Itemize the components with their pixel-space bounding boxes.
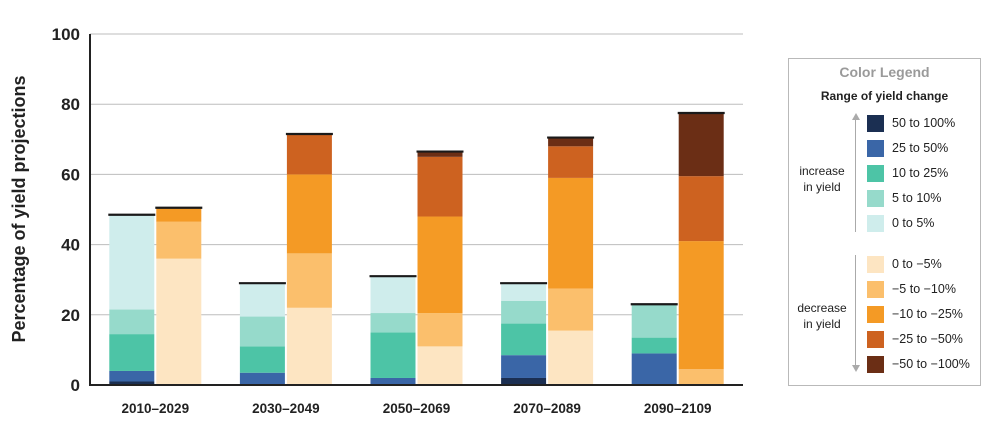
x-category-label: 2010–2029 — [122, 401, 190, 416]
y-tick-label: 20 — [61, 306, 80, 325]
bar-segment — [370, 332, 416, 378]
increase-arrow-line — [855, 119, 856, 232]
bar-segment — [156, 207, 202, 222]
legend-subtitle: Range of yield change — [820, 89, 949, 103]
x-category-labels: 2010–2029 2030–2049 2050–2069 2070–2089 2090… — [122, 401, 712, 416]
legend-item: −50 to −100% — [867, 355, 970, 373]
y-tick-label: 80 — [61, 95, 80, 114]
legend-swatch — [867, 189, 884, 207]
legend-item: 0 to 5% — [867, 214, 934, 232]
arrow-up-icon — [852, 113, 860, 120]
legend-label: 10 to 25% — [892, 166, 949, 180]
legend-label: 5 to 10% — [892, 191, 942, 205]
bar-segment — [239, 346, 285, 373]
bar-segment — [501, 355, 547, 378]
legend-swatch — [867, 114, 884, 132]
legend-swatch — [867, 305, 884, 323]
color-legend: Color Legend Range of yield change incre… — [788, 58, 981, 386]
legend-title: Color Legend — [839, 64, 930, 80]
bar-segment — [548, 288, 594, 331]
legend-label: 25 to 50% — [892, 141, 949, 155]
x-category-label: 2090–2109 — [644, 401, 712, 416]
arrow-down-icon — [852, 365, 860, 372]
legend-swatch — [867, 139, 884, 157]
bar-segment — [109, 381, 155, 385]
bar-segment — [370, 377, 416, 385]
legend-label: −25 to −50% — [892, 332, 963, 346]
yield-change-chart: 0 20 40 60 80 100 2010–2029 2030–2049 2050–2069… — [9, 25, 743, 416]
y-tick-label: 40 — [61, 236, 80, 255]
x-category-label: 2030–2049 — [252, 401, 320, 416]
bar-segment — [109, 334, 155, 371]
legend-item: −10 to −25% — [867, 305, 963, 323]
legend-item: −5 to −10% — [867, 280, 956, 298]
bar-segment — [109, 370, 155, 382]
bar-segment — [370, 313, 416, 333]
legend-swatch — [867, 355, 884, 373]
bar-segment — [678, 241, 724, 370]
bar-segment — [239, 372, 285, 385]
legend-label: 0 to −5% — [892, 257, 942, 271]
bar-segment — [501, 300, 547, 324]
bar-segment — [678, 369, 724, 385]
bar-segment — [239, 283, 285, 317]
bar-segment — [286, 307, 332, 385]
bar-segment — [678, 176, 724, 242]
legend-swatch — [867, 164, 884, 182]
axes — [89, 34, 743, 386]
legend-decrease-label: decrease in yield — [797, 301, 847, 331]
bar-segment — [239, 316, 285, 347]
bar-segment — [417, 216, 463, 314]
legend-item: 5 to 10% — [867, 189, 941, 207]
bar-segment — [501, 377, 547, 385]
bar-segment — [548, 177, 594, 289]
bar-segment — [286, 134, 332, 175]
bar-segment — [548, 330, 594, 385]
bar-segment — [417, 346, 463, 385]
legend-item: 10 to 25% — [867, 164, 948, 182]
legend-label: 0 to 5% — [892, 216, 935, 230]
bar-segment — [631, 353, 677, 385]
legend-item: 0 to −5% — [867, 255, 942, 273]
bar-segment — [417, 151, 463, 157]
legend-swatch — [867, 330, 884, 348]
legend-swatch — [867, 214, 884, 232]
bars — [108, 111, 725, 385]
legend-label: −10 to −25% — [892, 307, 963, 321]
bar-segment — [417, 313, 463, 347]
y-tick-label: 100 — [52, 25, 80, 44]
y-axis-label: Percentage of yield projections — [9, 75, 29, 342]
bar-segment — [548, 137, 594, 147]
y-tick-label: 60 — [61, 165, 80, 184]
bar-segment — [156, 258, 202, 385]
legend-label: −5 to −10% — [892, 282, 956, 296]
bar-segment — [109, 214, 155, 310]
bar-segment — [156, 221, 202, 259]
bar-segment — [631, 337, 677, 354]
decrease-arrow-line — [855, 255, 856, 367]
bar-segment — [501, 283, 547, 301]
legend-increase-label: increase in yield — [799, 164, 845, 194]
bar-segment — [631, 304, 677, 338]
bar-segment — [501, 323, 547, 356]
y-tick-label: 0 — [71, 376, 80, 395]
x-category-label: 2050–2069 — [383, 401, 451, 416]
legend-item: 25 to 50% — [867, 139, 948, 157]
bar-segment — [370, 276, 416, 314]
legend-swatch — [867, 255, 884, 273]
legend-label: 50 to 100% — [892, 116, 956, 130]
bar-segment — [109, 309, 155, 335]
y-tick-labels: 0 20 40 60 80 100 — [52, 25, 80, 395]
legend-item: −25 to −50% — [867, 330, 963, 348]
legend-item: 50 to 100% — [867, 114, 955, 132]
bar-segment — [678, 112, 724, 177]
bar-segment — [548, 146, 594, 178]
bar-segment — [417, 156, 463, 217]
bar-segment — [286, 174, 332, 254]
x-category-label: 2070–2089 — [513, 401, 581, 416]
legend-label: −50 to −100% — [892, 357, 970, 371]
legend-swatch — [867, 280, 884, 298]
bar-segment — [286, 253, 332, 308]
